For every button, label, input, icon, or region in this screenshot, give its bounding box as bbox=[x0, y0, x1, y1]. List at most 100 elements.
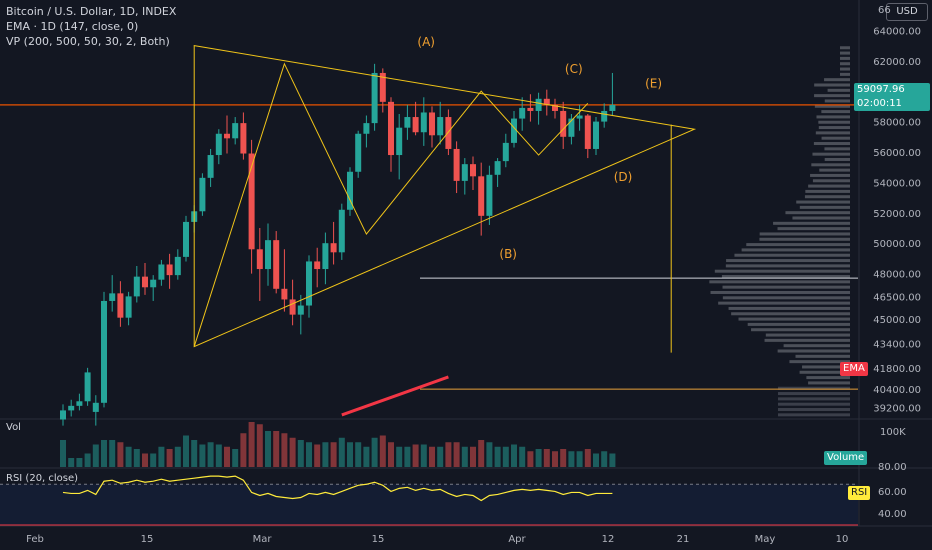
volume-profile-bar bbox=[808, 381, 850, 385]
price-tick-label: 52000.00 bbox=[873, 209, 921, 220]
volume-bar bbox=[84, 453, 91, 467]
volume-profile-bar bbox=[710, 290, 850, 294]
candle-body bbox=[461, 164, 468, 181]
candle-body bbox=[330, 243, 337, 253]
candle-body bbox=[199, 177, 206, 212]
candle-body bbox=[273, 240, 280, 289]
volume-profile-bar bbox=[824, 147, 850, 151]
ema-legend: EMA · 1D (147, close, 0) bbox=[6, 20, 139, 33]
volume-bar bbox=[527, 451, 534, 467]
volume-profile-bar bbox=[778, 392, 850, 396]
volume-bar bbox=[183, 435, 189, 467]
rsi-pane-label: RSI (20, close) bbox=[6, 473, 79, 484]
candle-body bbox=[174, 256, 181, 276]
candle-body bbox=[338, 209, 345, 253]
volume-bar bbox=[420, 444, 427, 467]
volume-profile-bar bbox=[806, 376, 850, 380]
candle-body bbox=[396, 127, 403, 156]
volume-profile-bar bbox=[726, 259, 850, 263]
candle-body bbox=[347, 171, 353, 210]
price-tick-label: 50000.00 bbox=[873, 239, 921, 250]
wave-label: (B) bbox=[499, 247, 517, 261]
candle-body bbox=[84, 372, 91, 402]
volume-profile-bar bbox=[840, 56, 850, 60]
candle-body bbox=[117, 293, 124, 318]
candle-body bbox=[445, 117, 452, 149]
volume-profile-bar bbox=[764, 338, 850, 342]
candle-body bbox=[371, 72, 378, 124]
candle-body bbox=[552, 104, 558, 111]
volume-profile-bar bbox=[799, 205, 850, 209]
volume-bar bbox=[404, 446, 411, 467]
candle-body bbox=[412, 117, 419, 133]
volume-profile-bar bbox=[808, 184, 850, 188]
rsi-tick-60: 60.00 bbox=[878, 487, 907, 498]
volume-profile-bar bbox=[778, 408, 850, 412]
volume-bar bbox=[109, 440, 116, 467]
last-price-tag: 59097.96 02:00:11 bbox=[854, 83, 930, 111]
candle-body bbox=[420, 112, 427, 133]
candle-body bbox=[265, 240, 271, 270]
volume-profile-bar bbox=[824, 99, 850, 103]
time-tick-label: 10 bbox=[836, 534, 849, 545]
volume-pane-label: Vol bbox=[6, 422, 21, 433]
wave-zigzag bbox=[193, 62, 589, 347]
wave-label: (C) bbox=[565, 62, 583, 76]
rsi-tick-40: 40.00 bbox=[878, 509, 907, 520]
volume-profile-bar bbox=[815, 131, 850, 135]
volume-bar bbox=[396, 446, 403, 467]
volume-profile-bar bbox=[778, 386, 850, 390]
volume-profile-bar bbox=[773, 221, 850, 225]
candle-body bbox=[363, 123, 370, 134]
candle-body bbox=[486, 174, 493, 216]
volume-bar bbox=[486, 442, 493, 467]
candle-body bbox=[248, 153, 255, 250]
candle-body bbox=[183, 221, 189, 257]
volume-profile-bar bbox=[810, 173, 850, 177]
volume-profile-bar bbox=[778, 397, 850, 401]
volume-profile-bar bbox=[789, 360, 850, 364]
volume-bar bbox=[511, 444, 517, 467]
volume-profile-bar bbox=[721, 275, 850, 279]
candle-body bbox=[224, 133, 230, 139]
volume-bar bbox=[142, 453, 148, 467]
volume-profile-bar bbox=[814, 83, 850, 87]
volume-bar bbox=[461, 446, 468, 467]
volume-profile-bar bbox=[746, 243, 850, 247]
volume-profile-bar bbox=[778, 413, 850, 417]
volume-bar bbox=[363, 446, 370, 467]
candle-body bbox=[576, 115, 583, 119]
price-tick-label: 62000.00 bbox=[873, 57, 921, 68]
candle-body bbox=[560, 110, 567, 137]
volume-profile-bar bbox=[813, 142, 850, 146]
volume-bar bbox=[478, 440, 485, 467]
volume-bar bbox=[224, 446, 230, 467]
volume-bar bbox=[543, 449, 550, 467]
volume-bar bbox=[297, 440, 304, 467]
price-tick-label: 56000.00 bbox=[873, 148, 921, 159]
volume-profile-bar bbox=[722, 296, 850, 300]
volume-bar bbox=[371, 437, 378, 467]
volume-profile-bar bbox=[722, 285, 850, 289]
currency-button[interactable]: USD bbox=[886, 3, 928, 21]
candle-body bbox=[142, 276, 148, 288]
volume-profile-bar bbox=[802, 365, 850, 369]
candle-body bbox=[609, 104, 616, 111]
volume-bar bbox=[215, 444, 222, 467]
candle-body bbox=[478, 176, 485, 216]
volume-profile-bar bbox=[824, 157, 850, 161]
volume-bar bbox=[601, 451, 608, 467]
candle-body bbox=[584, 115, 591, 149]
candle-body bbox=[76, 401, 83, 406]
candle-body bbox=[215, 133, 222, 156]
candle-body bbox=[60, 410, 66, 420]
volume-profile-bar bbox=[731, 312, 850, 316]
rsi-band bbox=[0, 484, 858, 525]
candle-body bbox=[470, 164, 476, 177]
volume-profile-bar bbox=[840, 46, 850, 50]
volume-bar bbox=[256, 424, 263, 467]
volume-bar bbox=[232, 449, 239, 467]
volume-bar bbox=[289, 437, 296, 467]
volume-profile-bar bbox=[818, 126, 850, 130]
volume-profile-bar bbox=[785, 211, 850, 215]
